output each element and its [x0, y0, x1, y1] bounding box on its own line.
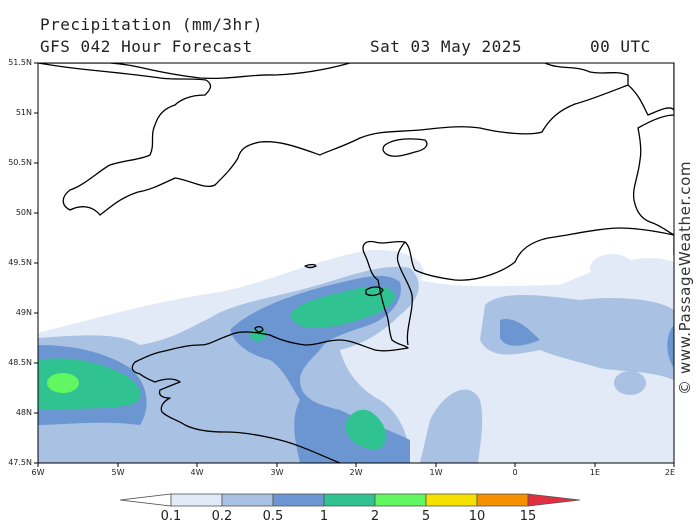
forecast-date: Sat 03 May 2025	[370, 37, 522, 56]
lat-label: 49N	[15, 308, 32, 317]
colorbar-swatch	[323, 493, 376, 507]
colorbar-min-arrow	[119, 493, 172, 507]
england-coastline	[38, 63, 629, 216]
colorbar-label: 10	[468, 509, 486, 524]
forecast-time: 00 UTC	[590, 37, 651, 56]
colorbar-swatch	[476, 493, 529, 507]
lon-label: 2W	[349, 468, 363, 477]
kent-coastline	[627, 84, 674, 116]
lon-label: 6W	[31, 468, 45, 477]
lat-label: 50.5N	[8, 158, 32, 167]
precip-band-1	[38, 286, 395, 450]
lon-label: 5W	[111, 468, 125, 477]
lon-label: 4W	[190, 468, 204, 477]
lat-label: 50N	[15, 208, 32, 217]
lon-label: 0	[512, 468, 518, 477]
lat-label: 47.5N	[8, 458, 32, 467]
precip-band-2	[47, 373, 79, 393]
lat-label: 51N	[15, 108, 32, 117]
colorbar	[119, 493, 581, 507]
brittany-coastline	[131, 331, 376, 463]
guernsey-coastline	[254, 326, 264, 333]
colorbar-swatch	[425, 493, 478, 507]
site-credit: © www.PassageWeather.com	[676, 160, 694, 395]
colorbar-label: 1	[319, 509, 329, 524]
colorbar-swatch	[221, 493, 274, 507]
isle-of-wight-coastline	[382, 138, 428, 157]
precip-shading	[38, 249, 674, 463]
lon-label: 1E	[589, 468, 601, 477]
forecast-label: GFS 042 Hour Forecast	[40, 37, 253, 56]
france-north-coastline	[632, 63, 674, 255]
channel-islands-coastline	[365, 286, 384, 297]
axis-ticks	[34, 62, 675, 467]
map-title: Precipitation (mm/3hr)	[40, 15, 263, 34]
lon-label: 1W	[429, 468, 443, 477]
colorbar-swatch	[272, 493, 325, 507]
lat-label: 48.5N	[8, 358, 32, 367]
normandy-coastline	[362, 227, 674, 352]
lon-label: 2E	[664, 468, 676, 477]
coastline	[38, 63, 674, 463]
colorbar-label: 5	[421, 509, 431, 524]
lon-label: 3W	[270, 468, 284, 477]
lat-label: 51.5N	[8, 58, 32, 67]
colorbar-swatch	[374, 493, 427, 507]
colorbar-label: 0.5	[262, 509, 284, 524]
lat-label: 48N	[15, 408, 32, 417]
colorbar-label: 15	[519, 509, 537, 524]
cotentin-coastline	[396, 241, 413, 346]
colorbar-label: 2	[370, 509, 380, 524]
colorbar-label: 0.2	[211, 509, 233, 524]
colorbar-max-arrow	[527, 493, 581, 507]
colorbar-swatch	[170, 493, 223, 507]
alderney-coastline	[304, 263, 317, 269]
colorbar-label: 0.1	[160, 509, 182, 524]
lat-label: 49.5N	[8, 258, 32, 267]
